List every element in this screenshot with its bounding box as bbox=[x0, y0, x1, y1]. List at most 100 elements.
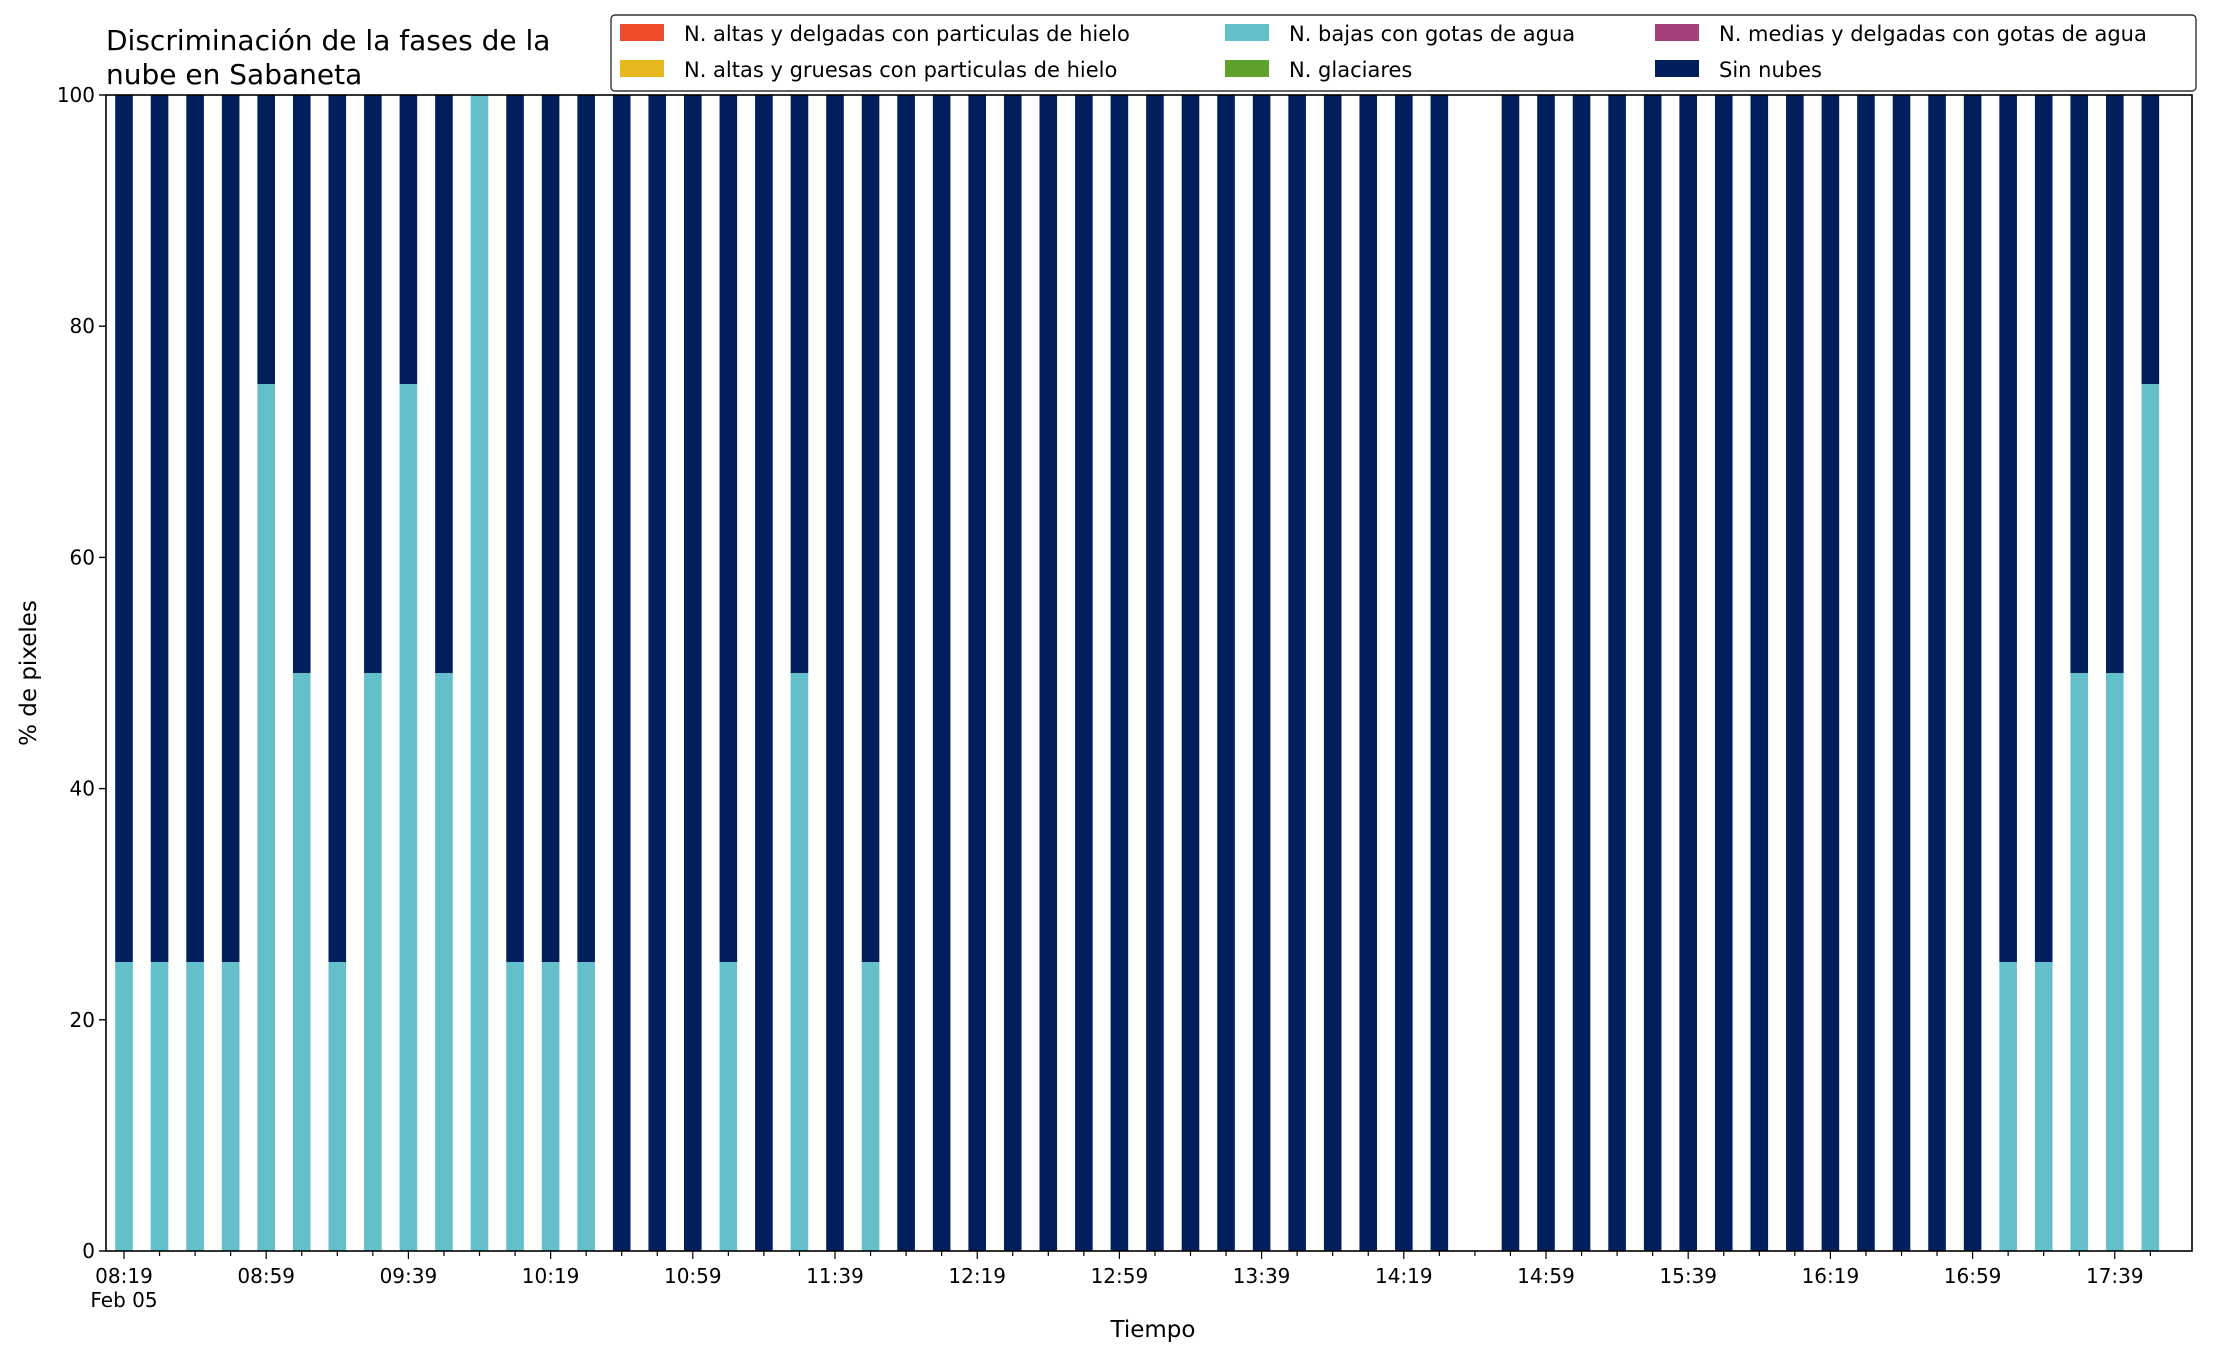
bar-08:59-series-2 bbox=[257, 384, 275, 1251]
x-tick-label-08:19: 08:19 bbox=[95, 1264, 153, 1288]
bar-09:39-series-2 bbox=[399, 384, 418, 1251]
legend-swatch-4 bbox=[1655, 24, 1699, 41]
bar-11:39-series-5 bbox=[826, 95, 844, 1251]
bar-12:09-series-5 bbox=[932, 95, 951, 1251]
bar-08:49-series-5 bbox=[221, 95, 240, 962]
bar-12:49-series-5 bbox=[1075, 95, 1093, 1251]
bar-15:39-series-5 bbox=[1679, 95, 1697, 1251]
bar-08:19-series-2 bbox=[115, 962, 133, 1251]
legend-label-5: Sin nubes bbox=[1719, 58, 1822, 82]
bar-16:59-series-5 bbox=[1963, 95, 1982, 1251]
x-tick-label-12:59: 12:59 bbox=[1091, 1264, 1149, 1288]
x-axis-label: Tiempo bbox=[1110, 1317, 1196, 1343]
bar-17:49-series-5 bbox=[2141, 95, 2160, 384]
bar-12:59-series-5 bbox=[1110, 95, 1129, 1251]
x-tick-label-15:39: 15:39 bbox=[1659, 1264, 1717, 1288]
bar-16:49-series-5 bbox=[1928, 95, 1946, 1251]
x-tick-label-16:19: 16:19 bbox=[1802, 1264, 1860, 1288]
bar-10:19-series-5 bbox=[541, 95, 560, 962]
x-tick-label-11:39: 11:39 bbox=[806, 1264, 864, 1288]
bar-09:49-series-5 bbox=[435, 95, 453, 673]
bar-17:09-series-2 bbox=[1999, 962, 2017, 1251]
bar-15:09-series-5 bbox=[1572, 95, 1591, 1251]
bar-13:59-series-5 bbox=[1323, 95, 1342, 1251]
bar-10:09-series-5 bbox=[506, 95, 524, 962]
y-tick-label-40: 40 bbox=[70, 777, 95, 801]
bar-08:29-series-5 bbox=[150, 95, 169, 962]
bar-15:59-series-5 bbox=[1750, 95, 1769, 1251]
bar-16:29-series-5 bbox=[1857, 95, 1875, 1251]
bar-13:09-series-5 bbox=[1146, 95, 1164, 1251]
bar-13:19-series-5 bbox=[1181, 95, 1200, 1251]
bar-17:19-series-2 bbox=[2034, 962, 2053, 1251]
bar-09:09-series-2 bbox=[292, 673, 311, 1251]
x-tick-label-12:19: 12:19 bbox=[948, 1264, 1006, 1288]
y-tick-label-20: 20 bbox=[70, 1008, 95, 1032]
bar-09:29-series-2 bbox=[364, 673, 382, 1251]
bar-14:49-series-5 bbox=[1501, 95, 1520, 1251]
bar-14:59-series-5 bbox=[1537, 95, 1555, 1251]
x-tick-label-10:59: 10:59 bbox=[664, 1264, 722, 1288]
x-tick-label-14:59: 14:59 bbox=[1517, 1264, 1575, 1288]
y-tick-label-80: 80 bbox=[70, 314, 95, 338]
bar-09:19-series-5 bbox=[328, 95, 347, 962]
bar-11:09-series-2 bbox=[719, 962, 738, 1251]
bar-09:09-series-5 bbox=[292, 95, 311, 673]
bar-08:59-series-5 bbox=[257, 95, 275, 384]
bar-12:19-series-5 bbox=[968, 95, 986, 1251]
bar-12:29-series-5 bbox=[1003, 95, 1022, 1251]
bar-17:39-series-2 bbox=[2106, 673, 2124, 1251]
legend-label-3: N. glaciares bbox=[1289, 58, 1412, 82]
bar-17:49-series-2 bbox=[2141, 384, 2160, 1251]
chart-title-line-1: Discriminación de la fases de la bbox=[106, 24, 550, 57]
x-date-label: Feb 05 bbox=[90, 1288, 157, 1312]
legend-label-2: N. bajas con gotas de agua bbox=[1289, 22, 1575, 46]
plot-frame bbox=[105, 94, 2193, 1252]
bar-09:19-series-2 bbox=[328, 962, 347, 1251]
bar-17:39-series-5 bbox=[2106, 95, 2124, 673]
bar-11:29-series-2 bbox=[790, 673, 809, 1251]
legend-frame bbox=[610, 14, 2197, 92]
bar-09:29-series-5 bbox=[364, 95, 382, 673]
x-tick-label-10:19: 10:19 bbox=[522, 1264, 580, 1288]
legend-swatch-1 bbox=[620, 60, 664, 77]
bars-layer bbox=[115, 95, 2160, 1251]
bar-17:29-series-5 bbox=[2070, 95, 2089, 673]
bar-11:29-series-5 bbox=[790, 95, 809, 673]
bar-11:49-series-5 bbox=[861, 95, 880, 962]
legend-label-0: N. altas y delgadas con particulas de hi… bbox=[684, 22, 1130, 46]
bar-09:39-series-5 bbox=[399, 95, 418, 384]
x-tick-label-16:59: 16:59 bbox=[1944, 1264, 2002, 1288]
bar-11:19-series-5 bbox=[755, 95, 773, 1251]
bar-10:19-series-2 bbox=[541, 962, 560, 1251]
bar-15:29-series-5 bbox=[1643, 95, 1662, 1251]
x-tick-label-14:19: 14:19 bbox=[1375, 1264, 1433, 1288]
bar-08:19-series-5 bbox=[115, 95, 133, 962]
bar-16:09-series-5 bbox=[1786, 95, 1804, 1251]
bar-08:39-series-2 bbox=[186, 962, 204, 1251]
legend-swatch-5 bbox=[1655, 60, 1699, 77]
bar-16:19-series-5 bbox=[1821, 95, 1840, 1251]
bar-15:19-series-5 bbox=[1608, 95, 1626, 1251]
bar-10:09-series-2 bbox=[506, 962, 524, 1251]
y-axis: 0 20 40 60 80 100 bbox=[57, 83, 106, 1263]
legend-swatch-0 bbox=[620, 24, 664, 41]
bar-10:29-series-2 bbox=[577, 962, 595, 1251]
x-tick-label-17:39: 17:39 bbox=[2086, 1264, 2144, 1288]
bar-14:19-series-5 bbox=[1395, 95, 1413, 1251]
bar-14:29-series-5 bbox=[1430, 95, 1449, 1251]
bar-10:29-series-5 bbox=[577, 95, 595, 962]
bar-13:29-series-5 bbox=[1217, 95, 1235, 1251]
legend-swatch-3 bbox=[1225, 60, 1269, 77]
chart-title-line-2: nube en Sabaneta bbox=[106, 58, 362, 91]
bar-14:09-series-5 bbox=[1359, 95, 1378, 1251]
bar-11:09-series-5 bbox=[719, 95, 738, 962]
x-tick-label-08:59: 08:59 bbox=[237, 1264, 295, 1288]
bar-17:09-series-5 bbox=[1999, 95, 2017, 962]
legend: N. altas y delgadas con particulas de hi… bbox=[610, 14, 2197, 92]
bar-10:39-series-5 bbox=[612, 95, 631, 1251]
bar-11:49-series-2 bbox=[861, 962, 880, 1251]
bar-13:39-series-5 bbox=[1252, 95, 1271, 1251]
bar-09:49-series-2 bbox=[435, 673, 453, 1251]
bar-12:39-series-5 bbox=[1039, 95, 1058, 1251]
